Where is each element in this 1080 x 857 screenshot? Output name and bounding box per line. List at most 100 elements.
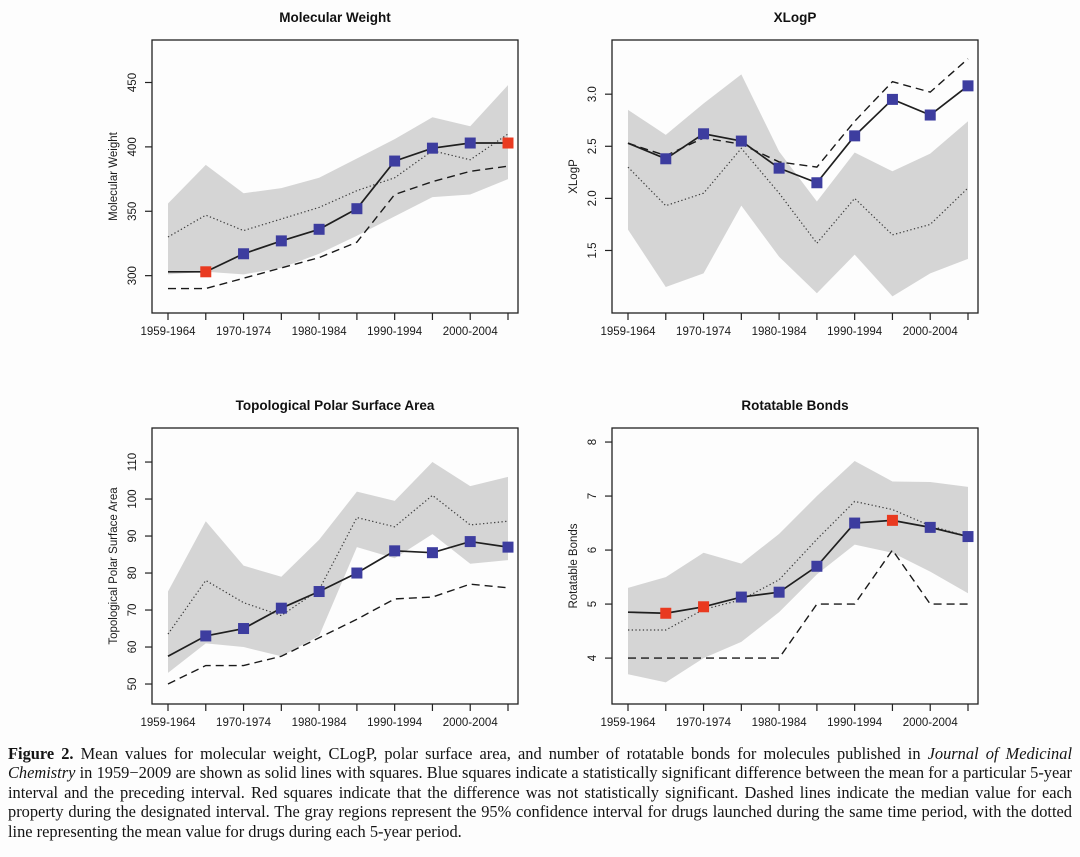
significant-square xyxy=(735,135,747,147)
significant-square xyxy=(200,630,212,642)
significant-square xyxy=(426,142,438,154)
x-tick-label: 2000-2004 xyxy=(443,326,499,338)
significant-square xyxy=(849,517,861,529)
y-tick-label: 450 xyxy=(127,73,139,92)
not-significant-square xyxy=(660,607,672,619)
significant-square xyxy=(238,248,250,260)
chart-molecular-weight: 1959-1964 1970-1974 1980-1984 1990-1994 2000… xyxy=(108,10,519,338)
significant-square xyxy=(849,130,861,142)
significant-square xyxy=(238,623,250,635)
chart-title: Rotatable Bonds xyxy=(741,398,848,413)
significant-square xyxy=(886,93,898,105)
significant-square xyxy=(464,536,476,548)
y-tick-label: 50 xyxy=(127,678,139,691)
x-tick-label: 1980-1984 xyxy=(752,326,808,338)
y-tick-label: 8 xyxy=(587,439,599,445)
plot-box xyxy=(611,39,979,314)
confidence-band xyxy=(168,85,508,275)
x-tick-label: 1980-1984 xyxy=(292,326,348,338)
y-tick-label: 400 xyxy=(127,137,139,156)
x-tick-label: 2000-2004 xyxy=(903,326,959,338)
not-significant-square xyxy=(886,514,898,526)
significant-square xyxy=(924,109,936,121)
confidence-band xyxy=(628,74,968,297)
y-axis-label: XLogP xyxy=(568,159,580,194)
drugs-mean-dotted-line xyxy=(167,494,509,635)
y-tick-label: 100 xyxy=(127,489,139,508)
significant-square xyxy=(924,521,936,533)
y-tick-label: 3.0 xyxy=(587,86,599,102)
x-tick-label: 1970-1974 xyxy=(216,326,272,338)
y-tick-label: 2.0 xyxy=(587,190,599,206)
x-tick-label: 1990-1994 xyxy=(367,717,423,729)
significant-square xyxy=(811,177,823,189)
y-tick-label: 350 xyxy=(127,202,139,221)
y-tick-label: 2.5 xyxy=(587,138,599,154)
significant-square xyxy=(962,531,974,543)
significant-square xyxy=(773,162,785,174)
significant-square xyxy=(735,591,747,603)
figure-caption-text-2: in 1959−2009 are shown as solid lines wi… xyxy=(8,763,1072,841)
x-tick-label: 2000-2004 xyxy=(903,717,959,729)
median-dashed-line xyxy=(167,583,509,685)
plot-box xyxy=(151,427,519,705)
drugs-mean-dotted-line xyxy=(167,133,509,238)
y-tick-label: 4 xyxy=(587,654,599,661)
x-tick-label: 2000-2004 xyxy=(443,717,499,729)
x-tick-label: 1959-1964 xyxy=(601,717,657,729)
significant-square xyxy=(351,203,363,215)
y-tick-label: 110 xyxy=(127,453,139,471)
significant-square xyxy=(313,223,325,235)
significant-square xyxy=(426,547,438,559)
significant-square xyxy=(351,567,363,579)
chart-title: XLogP xyxy=(774,10,817,25)
mean-solid-line xyxy=(168,142,508,273)
not-significant-square xyxy=(502,137,514,149)
median-dashed-line xyxy=(628,548,968,659)
y-tick-label: 1.5 xyxy=(587,242,599,258)
significant-square xyxy=(502,541,514,553)
significant-square xyxy=(275,235,287,247)
drugs-mean-dotted-line xyxy=(627,147,969,245)
x-tick-label: 1970-1974 xyxy=(676,717,732,729)
x-tick-label: 1980-1984 xyxy=(292,717,348,729)
y-tick-label: 300 xyxy=(127,266,139,285)
chart-topological-polar-surface-area: 1959-1964 1970-1974 1980-1984 1990-1994 2000… xyxy=(108,398,519,729)
y-tick-label: 60 xyxy=(127,641,139,654)
x-tick-label: 1959-1964 xyxy=(601,326,657,338)
x-tick-label: 1970-1974 xyxy=(216,717,272,729)
significant-square xyxy=(811,560,823,572)
confidence-band xyxy=(628,460,968,683)
mean-solid-line xyxy=(167,540,509,658)
x-tick-label: 1959-1964 xyxy=(141,717,197,729)
chart-title: Molecular Weight xyxy=(279,10,391,25)
plot-box xyxy=(151,39,519,314)
drugs-mean-dotted-line xyxy=(628,500,969,631)
y-axis-label: Molecular Weight xyxy=(108,131,120,220)
x-tick-label: 1990-1994 xyxy=(827,717,883,729)
y-tick-label: 5 xyxy=(587,601,599,607)
median-dashed-line xyxy=(168,165,509,290)
significant-square xyxy=(389,545,401,557)
x-tick-label: 1970-1974 xyxy=(676,326,732,338)
figure-caption-journal-name: Journal of Medicinal Chemistry xyxy=(8,744,1072,783)
mean-solid-line xyxy=(627,519,969,615)
chart-title: Topological Polar Surface Area xyxy=(236,398,435,413)
chart-rotatable-bonds: 1959-1964 1970-1974 1980-1984 1990-1994 2000… xyxy=(568,398,979,729)
plot-box xyxy=(611,427,979,705)
y-tick-label: 6 xyxy=(587,547,599,553)
significant-square xyxy=(389,155,401,167)
significant-square xyxy=(962,80,974,92)
significant-square xyxy=(313,586,325,598)
y-axis-label: Rotatable Bonds xyxy=(568,523,580,608)
confidence-band xyxy=(168,462,508,673)
figure-caption-label: Figure 2. xyxy=(8,744,74,763)
not-significant-square xyxy=(200,266,212,278)
y-tick-label: 90 xyxy=(127,530,139,543)
y-tick-label: 7 xyxy=(587,493,599,499)
significant-square xyxy=(660,153,672,165)
mean-solid-line xyxy=(627,85,969,184)
not-significant-square xyxy=(698,601,710,613)
significant-square xyxy=(698,128,710,140)
